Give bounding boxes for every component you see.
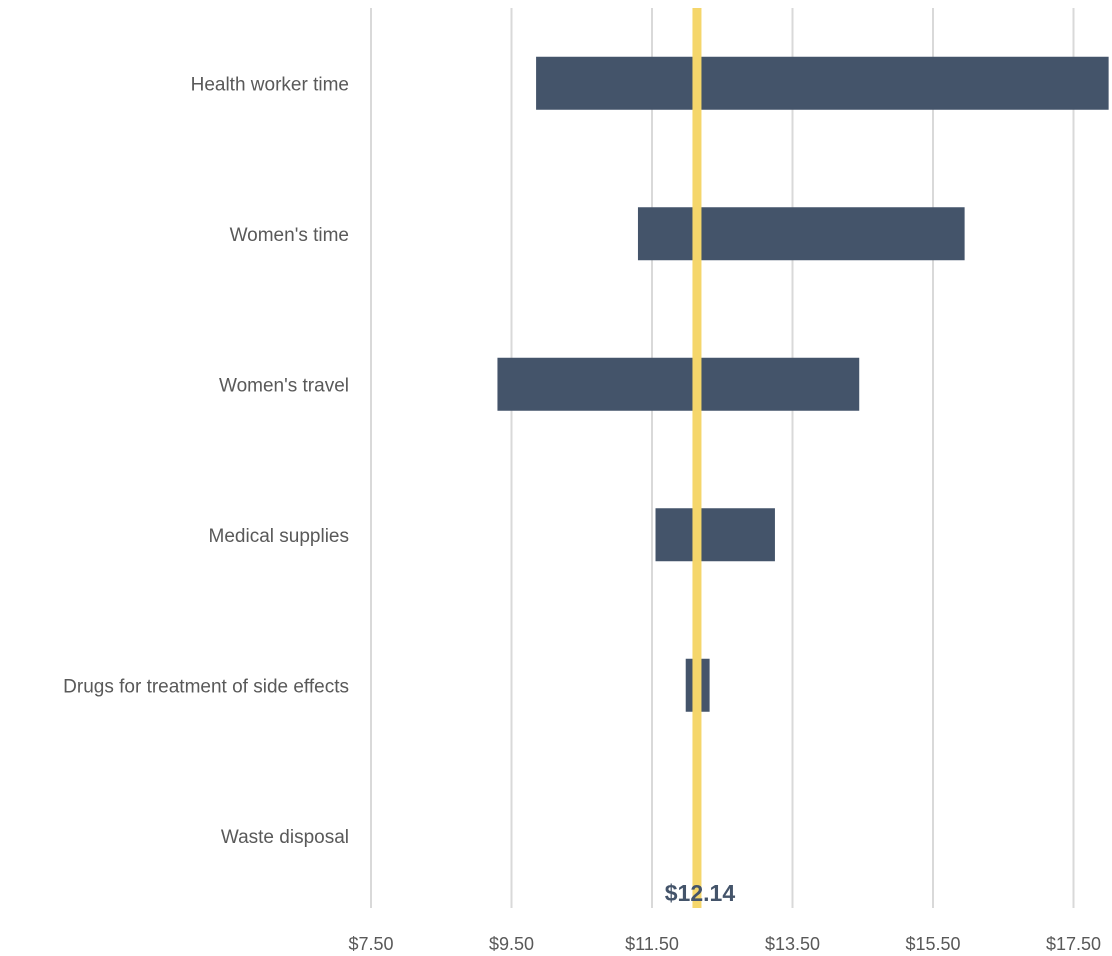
x-tick-label: $17.50 xyxy=(1046,934,1101,954)
x-axis-tick-labels: $7.50 $9.50 $11.50 $13.50 $15.50 $17.50 xyxy=(348,934,1101,954)
x-tick-label: $13.50 xyxy=(765,934,820,954)
category-label: Health worker time xyxy=(191,74,349,95)
x-tick-label: $15.50 xyxy=(905,934,960,954)
baseline-marker: $12.14 xyxy=(665,8,736,908)
range-bar xyxy=(497,357,860,411)
category-label: Women's time xyxy=(230,225,349,246)
category-label: Waste disposal xyxy=(221,827,349,848)
bars xyxy=(497,56,1109,712)
category-labels: Health worker time Women's time Women's t… xyxy=(63,74,349,848)
x-tick-label: $11.50 xyxy=(625,934,679,954)
range-bar xyxy=(637,207,965,261)
range-bar xyxy=(536,56,1109,110)
gridlines xyxy=(370,8,1075,908)
x-tick-label: $9.50 xyxy=(489,934,534,954)
baseline-value-label: $12.14 xyxy=(665,880,736,906)
category-label: Women's travel xyxy=(219,375,349,396)
category-label: Drugs for treatment of side effects xyxy=(63,676,349,697)
x-tick-label: $7.50 xyxy=(348,934,393,954)
range-bar xyxy=(655,508,775,562)
category-label: Medical supplies xyxy=(209,526,349,547)
